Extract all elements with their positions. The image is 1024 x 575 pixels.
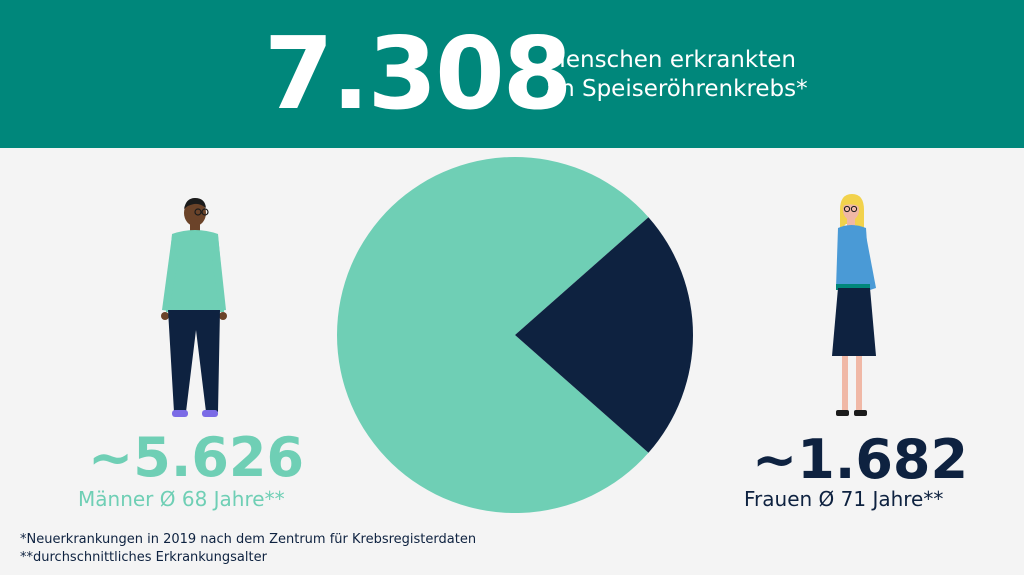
pie-chart: [337, 157, 693, 513]
pie-slice-mnner: [337, 157, 649, 513]
header-text-line2: an Speiseröhrenkrebs*: [546, 76, 808, 102]
women-count: ~1.682: [752, 428, 969, 491]
woman-illustration: [832, 194, 876, 416]
women-label: Frauen Ø 71 Jahre**: [744, 487, 944, 511]
pie-slice-frauen: [515, 217, 693, 453]
men-label: Männer Ø 68 Jahre**: [78, 487, 285, 511]
header-text-line1: Menschen erkrankten: [546, 47, 796, 73]
men-count: ~5.626: [88, 426, 305, 489]
footnote-age: **durchschnittliches Erkrankungsalter: [20, 550, 267, 565]
footnote-source: *Neuerkrankungen in 2019 nach dem Zentru…: [20, 532, 477, 547]
header-banner: [0, 0, 1024, 148]
man-illustration: [161, 198, 227, 417]
total-cases: 7.308: [264, 15, 572, 132]
